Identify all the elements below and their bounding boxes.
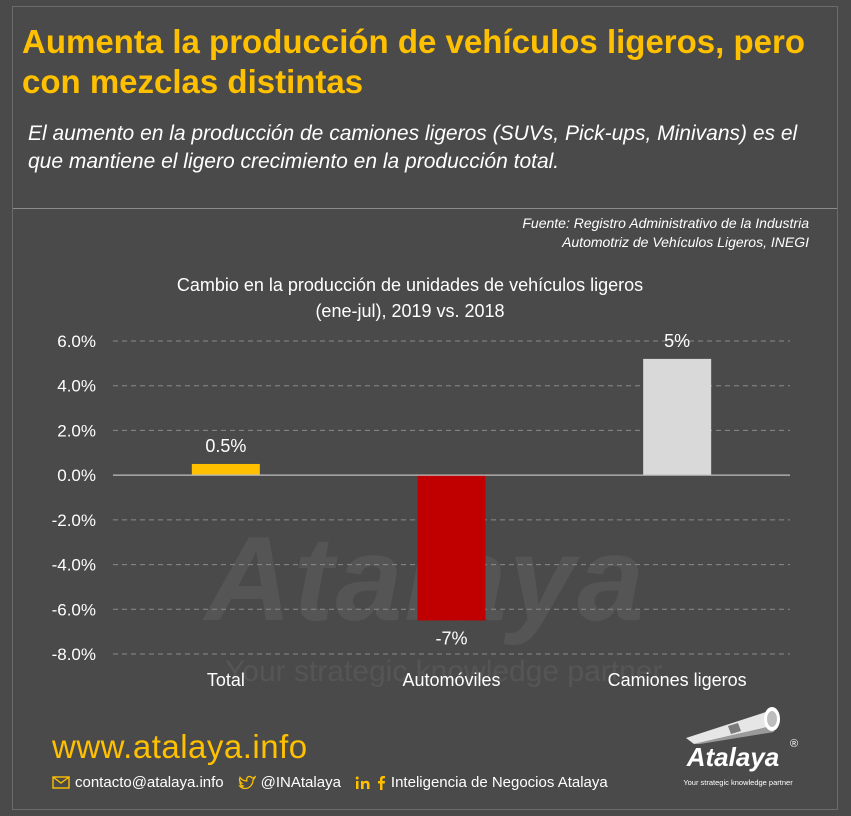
data-label: 0.5% [205, 436, 246, 456]
y-tick-label: -4.0% [52, 556, 96, 575]
source-line-2: Automotriz de Vehículos Ligeros, INEGI [562, 234, 809, 250]
brand-registered-mark: ® [790, 738, 799, 750]
envelope-icon [52, 776, 70, 789]
header-divider [13, 208, 837, 209]
source-line-1: Fuente: Registro Administrativo de la In… [522, 215, 809, 231]
footer-url[interactable]: www.atalaya.info [52, 728, 308, 765]
data-label: -7% [435, 628, 467, 648]
facebook-icon [376, 775, 386, 790]
chart-title: Cambio en la producción de unidades de v… [110, 272, 710, 324]
chart-title-line-1: Cambio en la producción de unidades de v… [176, 275, 644, 295]
y-tick-label: -8.0% [52, 645, 96, 664]
y-tick-label: -6.0% [52, 600, 96, 619]
y-tick-label: 2.0% [57, 421, 96, 440]
footer-links: contacto@atalaya.info @INAtalaya Intelig… [52, 774, 608, 791]
brand-tagline: Your strategic knowledge partner [683, 778, 793, 787]
footer-company[interactable]: Inteligencia de Negocios Atalaya [390, 774, 608, 791]
spyglass-icon [686, 707, 780, 744]
bar [191, 463, 260, 476]
brand-name: Atalaya [686, 742, 780, 772]
linkedin-icon [355, 776, 371, 790]
twitter-icon [237, 775, 256, 790]
y-tick-label: 6.0% [57, 332, 96, 351]
brand-logo: Atalaya ® Your strategic knowledge partn… [668, 700, 808, 792]
source-note: Fuente: Registro Administrativo de la In… [309, 214, 809, 252]
footer-email[interactable]: contacto@atalaya.info [75, 774, 224, 791]
page-title: Aumenta la producción de vehículos liger… [22, 23, 805, 100]
bar [417, 475, 486, 621]
data-label: 5% [664, 331, 690, 351]
chart-title-line-2: (ene-jul), 2019 vs. 2018 [315, 301, 505, 321]
watermark-tagline: Your strategic knowledge partner [225, 655, 663, 688]
x-category-label: Automóviles [402, 670, 500, 690]
page-subtitle: El aumento en la producción de camiones … [28, 122, 798, 173]
x-category-label: Camiones ligeros [608, 670, 747, 690]
y-tick-label: -2.0% [52, 511, 96, 530]
bar [643, 358, 712, 476]
y-tick-label: 4.0% [57, 377, 96, 396]
infographic-frame [12, 6, 838, 810]
footer-twitter[interactable]: @INAtalaya [260, 774, 341, 791]
y-tick-label: 0.0% [57, 466, 96, 485]
x-category-label: Total [207, 670, 245, 690]
